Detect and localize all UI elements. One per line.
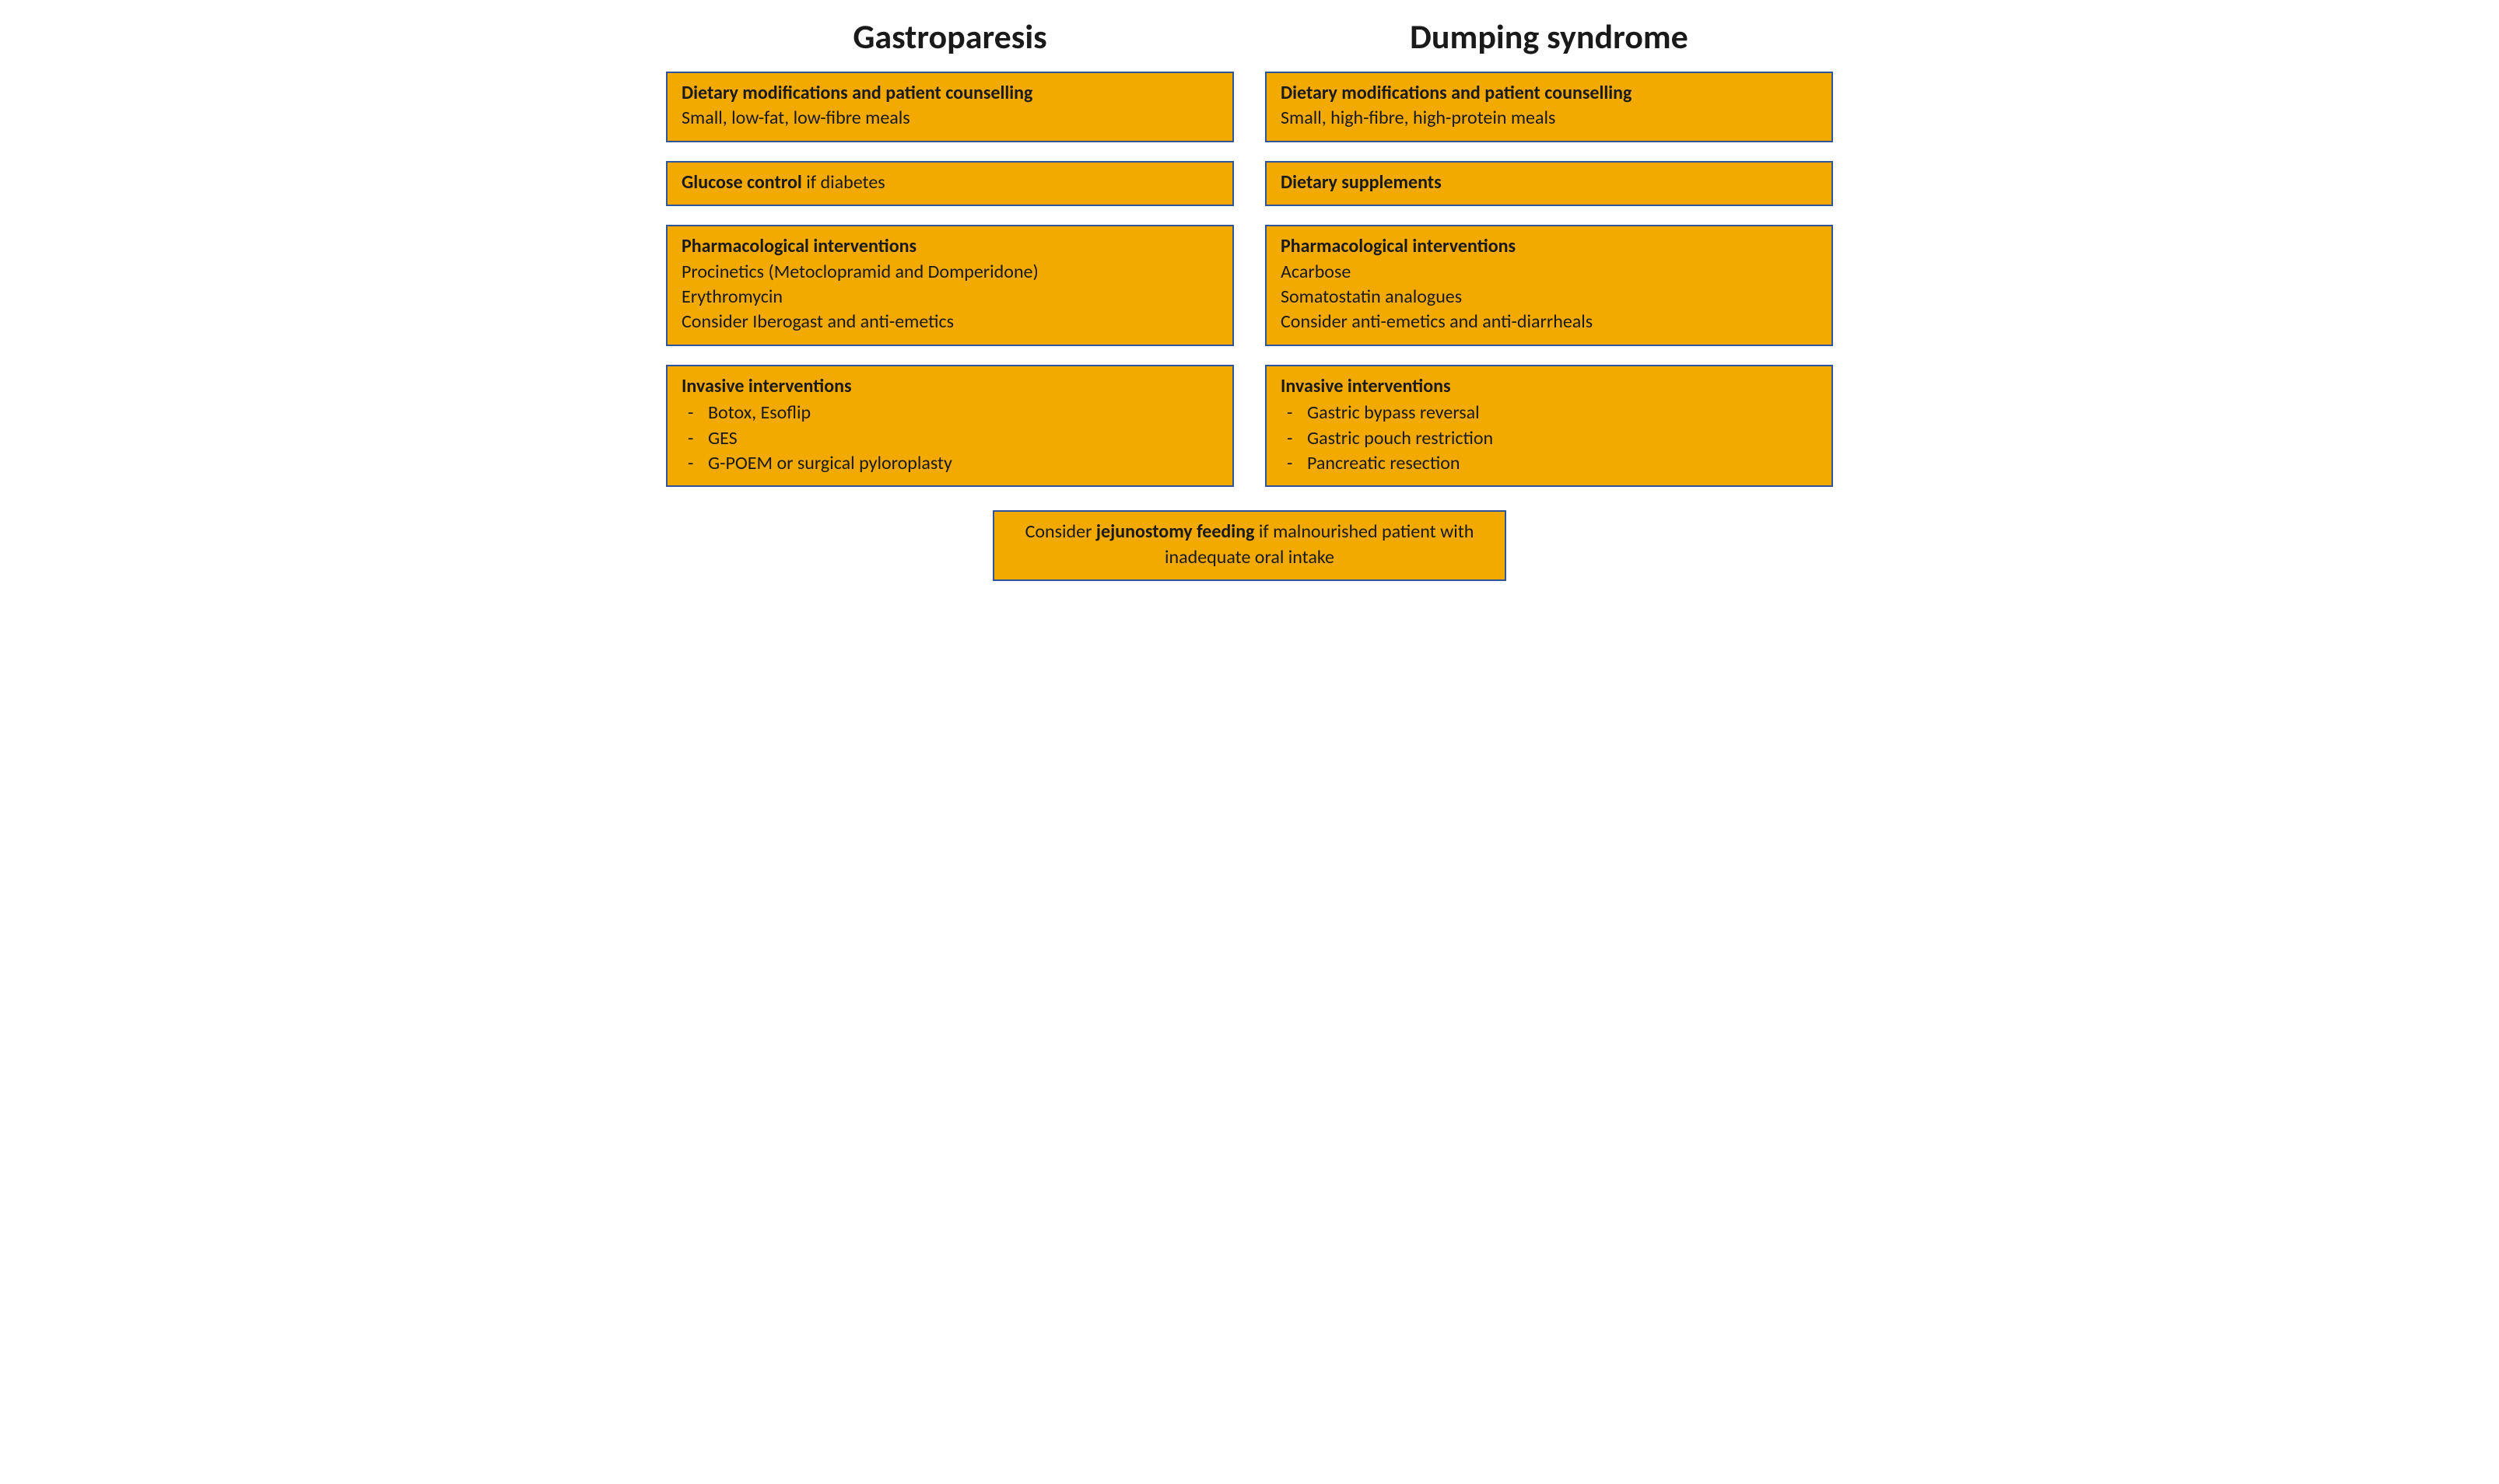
card-heading: Invasive interventions	[1281, 374, 1817, 399]
dumping-pharma-card: Pharmacological interventions Acarbose S…	[1265, 225, 1833, 346]
list-item: G-POEM or surgical pyloroplasty	[708, 451, 1218, 476]
jejunostomy-card: Consider jejunostomy feeding if malnouri…	[993, 510, 1506, 581]
dumping-invasive-card: Invasive interventions Gastric bypass re…	[1265, 365, 1833, 488]
comparison-page: Gastroparesis Dietary modifications and …	[666, 16, 1833, 581]
card-list: Botox, Esoflip GES G-POEM or surgical py…	[682, 401, 1218, 476]
card-line: Somatostatin analogues	[1281, 285, 1817, 310]
card-line: Consider anti-emetics and anti-diarrheal…	[1281, 310, 1817, 334]
list-item: GES	[708, 426, 1218, 451]
footer-pre: Consider	[1025, 520, 1096, 543]
card-heading: Dietary modifications and patient counse…	[682, 81, 1218, 106]
list-item: Gastric pouch restriction	[1307, 426, 1817, 451]
gastroparesis-dietary-card: Dietary modifications and patient counse…	[666, 72, 1234, 142]
card-heading: Invasive interventions	[682, 374, 1218, 399]
card-line: Procinetics (Metoclopramid and Domperido…	[682, 260, 1218, 285]
card-line: Erythromycin	[682, 285, 1218, 310]
gastroparesis-pharma-card: Pharmacological interventions Procinetic…	[666, 225, 1234, 346]
card-list: Gastric bypass reversal Gastric pouch re…	[1281, 401, 1817, 476]
dumping-title: Dumping syndrome	[1265, 16, 1833, 58]
card-heading: Dietary modifications and patient counse…	[1281, 81, 1817, 106]
card-heading: Glucose control	[682, 171, 802, 194]
gastroparesis-title: Gastroparesis	[666, 16, 1234, 58]
list-item: Gastric bypass reversal	[1307, 401, 1817, 425]
card-trailing: if diabetes	[802, 171, 885, 194]
card-line: Acarbose	[1281, 260, 1817, 285]
footer-row: Consider jejunostomy feeding if malnouri…	[666, 510, 1833, 581]
card-subtext: Small, low-fat, low-fibre meals	[682, 106, 1218, 131]
dumping-dietary-card: Dietary modifications and patient counse…	[1265, 72, 1833, 142]
gastroparesis-glucose-card: Glucose control if diabetes	[666, 161, 1234, 206]
footer-bold: jejunostomy feeding	[1096, 520, 1255, 543]
card-line: Consider Iberogast and anti-emetics	[682, 310, 1218, 334]
list-item: Botox, Esoflip	[708, 401, 1218, 425]
card-subtext: Small, high-fibre, high-protein meals	[1281, 106, 1817, 131]
list-item: Pancreatic resection	[1307, 451, 1817, 476]
dumping-column: Dumping syndrome Dietary modifications a…	[1265, 16, 1833, 506]
dumping-supplements-card: Dietary supplements	[1265, 161, 1833, 206]
gastroparesis-column: Gastroparesis Dietary modifications and …	[666, 16, 1234, 506]
columns-row: Gastroparesis Dietary modifications and …	[666, 16, 1833, 506]
gastroparesis-invasive-card: Invasive interventions Botox, Esoflip GE…	[666, 365, 1234, 488]
card-heading: Pharmacological interventions	[1281, 234, 1817, 259]
card-heading: Pharmacological interventions	[682, 234, 1218, 259]
card-heading: Dietary supplements	[1281, 170, 1817, 195]
